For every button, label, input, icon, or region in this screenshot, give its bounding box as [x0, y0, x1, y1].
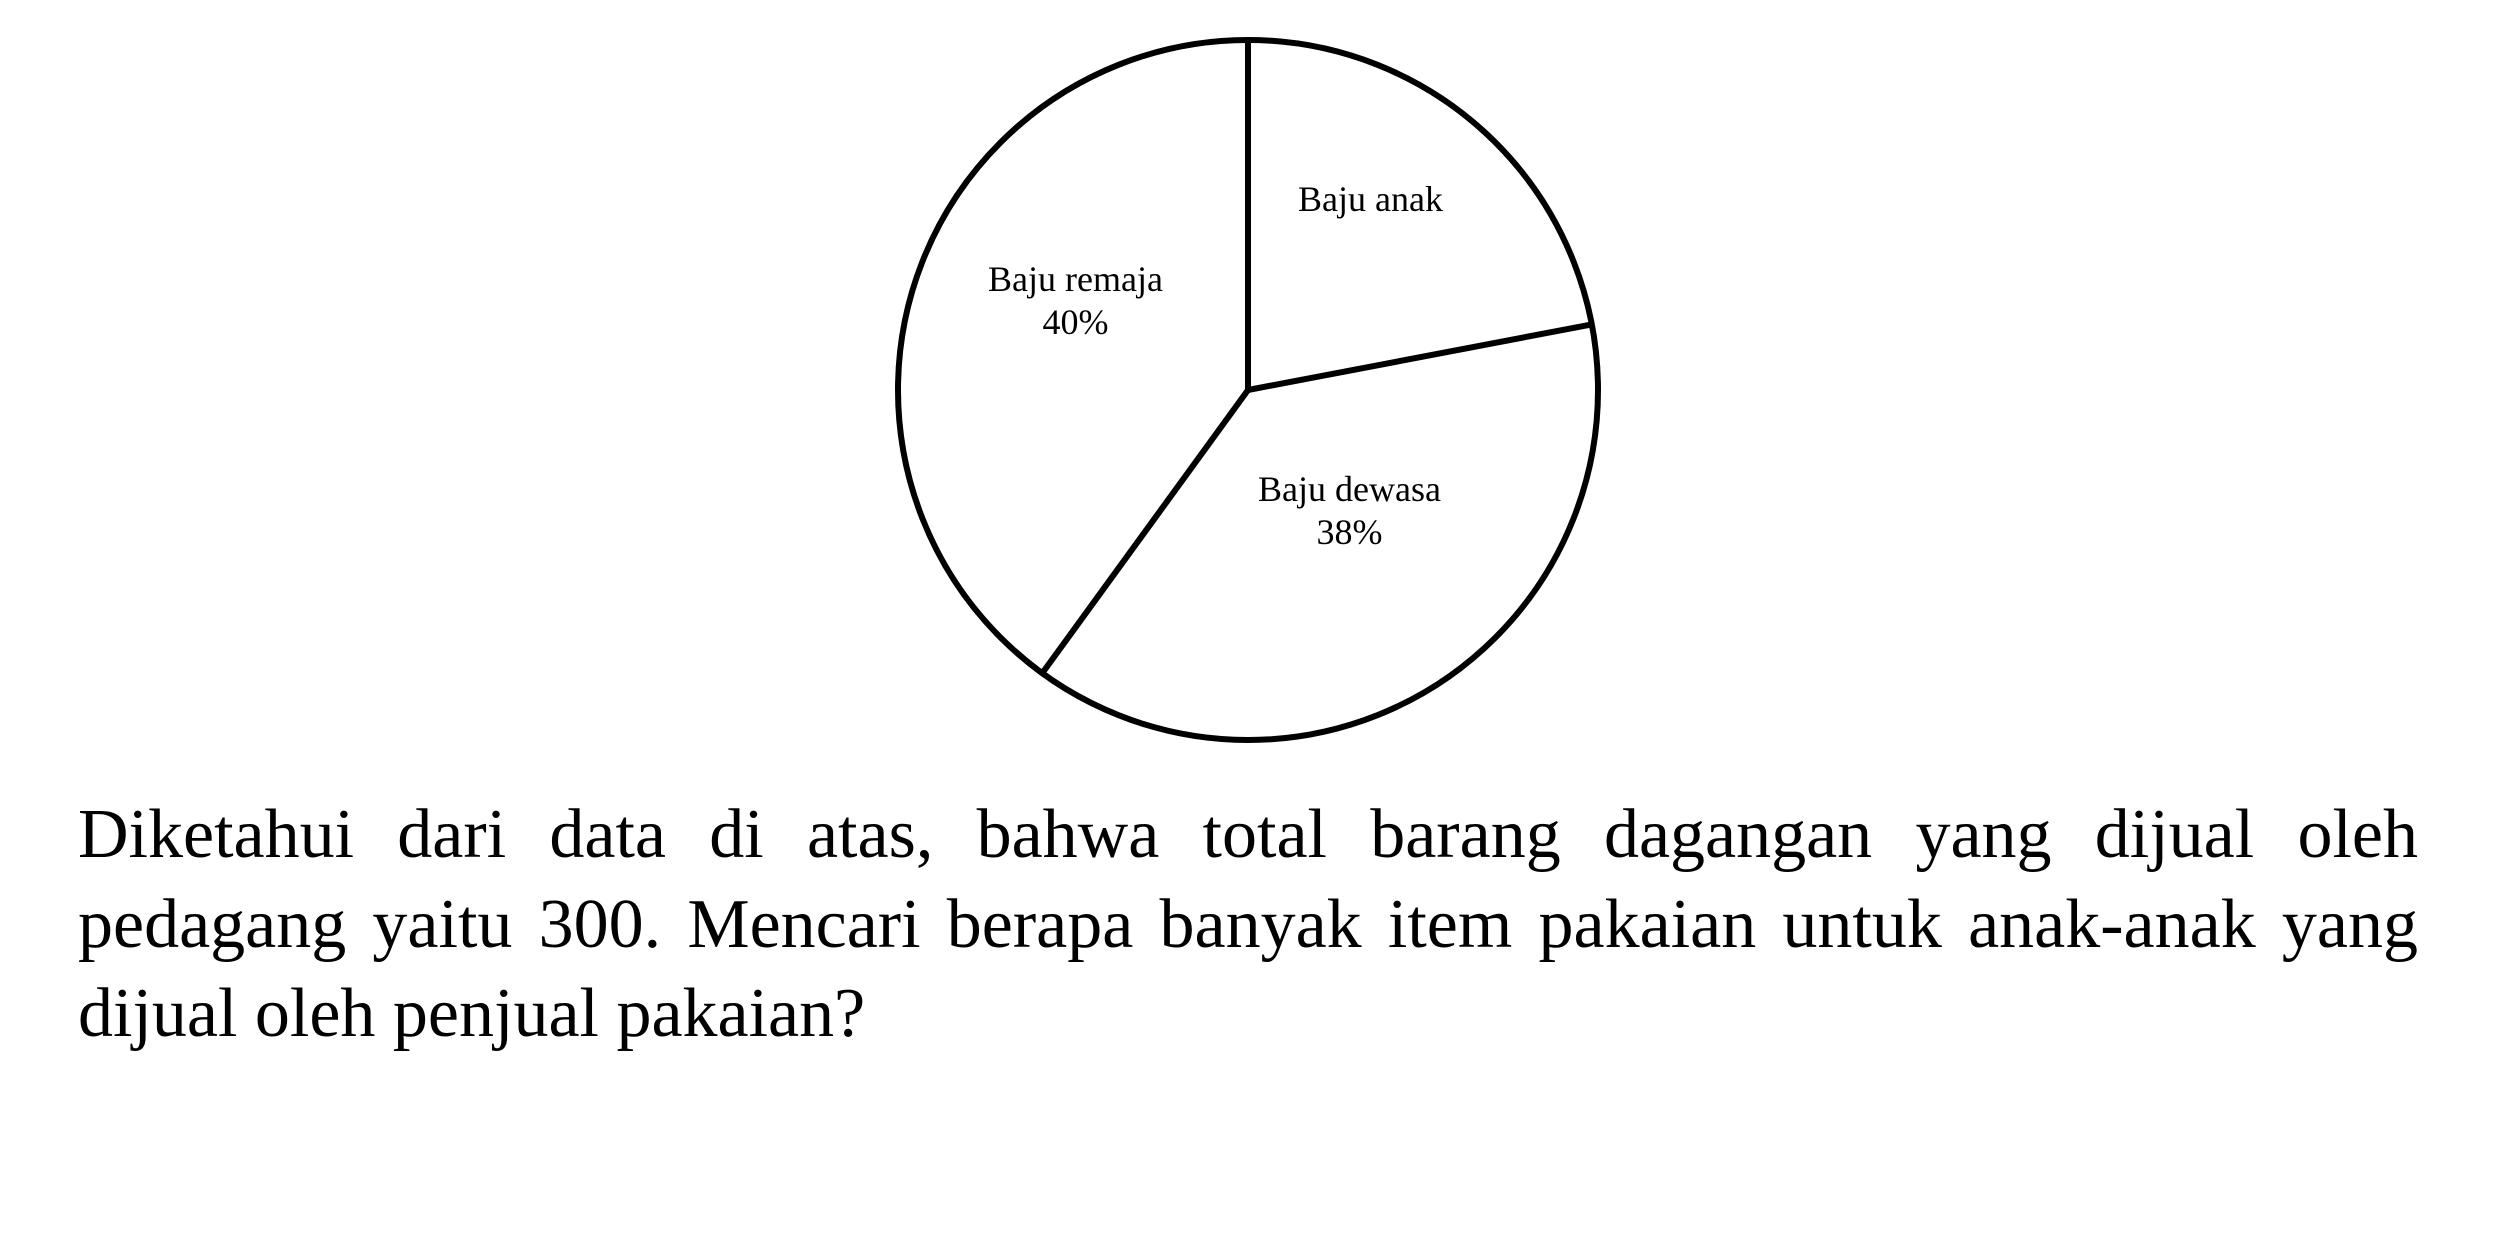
- pie-slice-label: Baju anak: [1298, 178, 1443, 221]
- pie-chart: Baju anak Baju dewasa38% Baju remaja40%: [878, 20, 1618, 760]
- pie-slice-label: Baju dewasa38%: [1258, 468, 1441, 554]
- pie-slice-label: Baju remaja40%: [988, 258, 1163, 344]
- question-text: Diketahui dari data di atas, bahwa total…: [78, 790, 2418, 1059]
- pie-chart-svg: [878, 20, 1618, 760]
